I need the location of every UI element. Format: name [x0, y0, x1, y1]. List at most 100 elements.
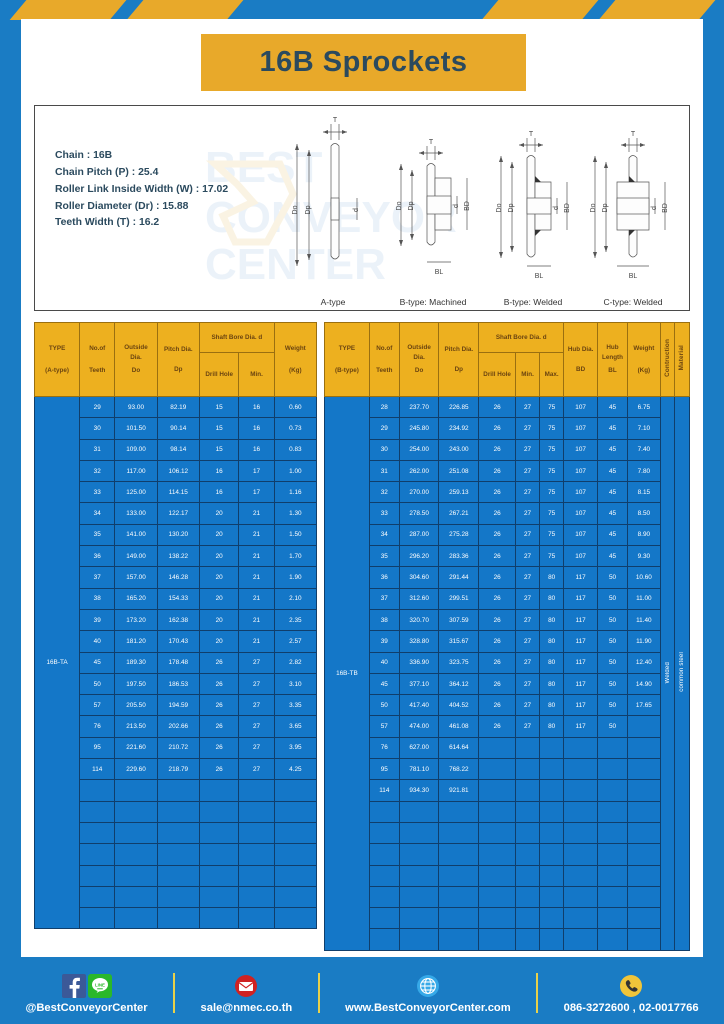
cell-teeth: 39: [79, 608, 116, 632]
cell-drill: 26: [198, 758, 240, 781]
header-weight: Weight (Kg): [626, 322, 661, 397]
cell-min: [515, 779, 541, 802]
cell-dp: 210.72: [156, 736, 200, 760]
cell-min: 27: [515, 545, 541, 568]
cell-empty: [156, 821, 200, 845]
footer-item-phone[interactable]: 086-3272600 , 02-0017766: [538, 962, 724, 1024]
diagram-caption: C-type: Welded: [603, 297, 663, 307]
cell-drill: [478, 758, 517, 781]
cell-do: 270.00: [398, 481, 440, 504]
cell-max: 75: [539, 523, 565, 547]
cell-dp: 307.59: [438, 608, 480, 632]
cell-teeth: 76: [368, 736, 400, 760]
table-row: 31 262.00 251.08 26 27 75 107 45 7.80: [325, 459, 690, 483]
cell-drill: 15: [198, 417, 240, 440]
svg-text:LINE: LINE: [95, 982, 105, 987]
cell-empty: [398, 928, 440, 951]
cell-min: 21: [238, 523, 275, 547]
cell-drill: 15: [198, 395, 240, 419]
cell-max: 80: [539, 694, 565, 717]
cell-do: 296.20: [398, 545, 440, 568]
cell-drill: 20: [198, 545, 240, 568]
cell-empty: [515, 843, 541, 866]
cell-bl: 45: [597, 523, 628, 547]
cell-drill: 26: [198, 672, 240, 696]
cell-bl: 45: [597, 481, 628, 504]
cell-dp: 275.28: [438, 523, 480, 547]
footer-phone-label: 086-3272600 , 02-0017766: [563, 1001, 699, 1014]
cell-drill: 26: [478, 672, 517, 696]
line-icon[interactable]: LINE: [87, 973, 112, 998]
cell-teeth: 40: [79, 630, 116, 653]
cell-empty: [597, 843, 628, 866]
cell-empty: [539, 843, 565, 866]
cell-empty: [539, 907, 565, 930]
header-min: Min.: [238, 352, 275, 397]
cell-empty: [368, 843, 400, 866]
cell-do: 93.00: [114, 395, 158, 419]
table-row: 38 165.20 154.33 20 21 2.10: [35, 587, 318, 610]
table-row: 38 320.70 307.59 26 27 80 117 50 11.40: [325, 608, 690, 632]
cell-teeth: 34: [368, 523, 400, 547]
cell-teeth: 32: [79, 459, 116, 483]
cell-do: 109.00: [114, 438, 158, 461]
cell-weight: 9.30: [626, 545, 661, 568]
cell-bl: 50: [597, 694, 628, 717]
table-row: 32 117.00 106.12 16 17 1.00: [35, 459, 318, 483]
cell-min: 27: [238, 715, 275, 738]
cell-dp: 178.48: [156, 651, 200, 674]
cell-empty: [626, 907, 661, 930]
cell-do: 197.50: [114, 672, 158, 696]
cell-teeth: 50: [368, 694, 400, 717]
cell-do: 934.30: [398, 779, 440, 802]
globe-icon[interactable]: [416, 974, 440, 998]
cell-weight: 12.40: [626, 651, 661, 674]
cell-max: [539, 736, 565, 760]
cell-empty: [114, 800, 158, 823]
cell-weight: 17.65: [626, 694, 661, 717]
table-row: 40 181.20 170.43 20 21 2.57: [35, 630, 318, 653]
table-row: 29 245.80 234.92 26 27 75 107 45 7.10: [325, 417, 690, 440]
cell-min: 27: [515, 566, 541, 589]
cell-drill: 26: [478, 395, 517, 419]
cell-weight: 8.50: [626, 502, 661, 525]
cell-teeth: 76: [79, 715, 116, 738]
cell-dp: 614.64: [438, 736, 480, 760]
header-min: Min.: [515, 352, 541, 397]
header-drill-hole: Drill Hole: [198, 352, 240, 397]
svg-text:BL: BL: [629, 273, 638, 280]
footer-item-email[interactable]: sale@nmec.co.th: [175, 962, 318, 1024]
table-row-empty: [35, 843, 318, 866]
svg-text:BD: BD: [464, 201, 471, 211]
cell-dp: 162.38: [156, 608, 200, 632]
cell-drill: 26: [478, 459, 517, 483]
cell-dp: 234.92: [438, 417, 480, 440]
cell-bd: 117: [563, 587, 599, 610]
table-row-empty: [325, 864, 690, 887]
footer-item-social[interactable]: LINE @BestConveyorCenter: [0, 962, 173, 1024]
email-icon[interactable]: [234, 974, 258, 998]
cell-teeth: 32: [368, 481, 400, 504]
cell-empty: [79, 779, 116, 802]
cell-bd: 107: [563, 395, 599, 419]
cell-bd: 117: [563, 672, 599, 696]
a-type-table-body: 16B-TA 29 93.00 82.19 15 16 0.60 30 101.50 90.14 1…: [33, 395, 318, 930]
cell-weight: 1.90: [273, 566, 318, 589]
cell-do: 229.60: [114, 758, 158, 781]
header-outside-dia: Outside Dia. Do: [114, 322, 158, 397]
cell-teeth: 38: [368, 608, 400, 632]
cell-do: 141.00: [114, 523, 158, 547]
cell-empty: [563, 843, 599, 866]
cell-teeth: 35: [79, 523, 116, 547]
footer-item-website[interactable]: www.BestConveyorCenter.com: [320, 962, 536, 1024]
phone-icon[interactable]: [619, 974, 643, 998]
cell-teeth: 33: [79, 481, 116, 504]
cell-do: 377.10: [398, 672, 440, 696]
spec-line: Chain Pitch (P) : 25.4: [55, 166, 159, 178]
facebook-icon[interactable]: [61, 973, 86, 998]
cell-empty: [563, 864, 599, 887]
cell-teeth: 114: [79, 758, 116, 781]
cell-teeth: 30: [368, 438, 400, 461]
cell-empty: [156, 907, 200, 930]
header-construction: Contruction: [659, 322, 676, 397]
